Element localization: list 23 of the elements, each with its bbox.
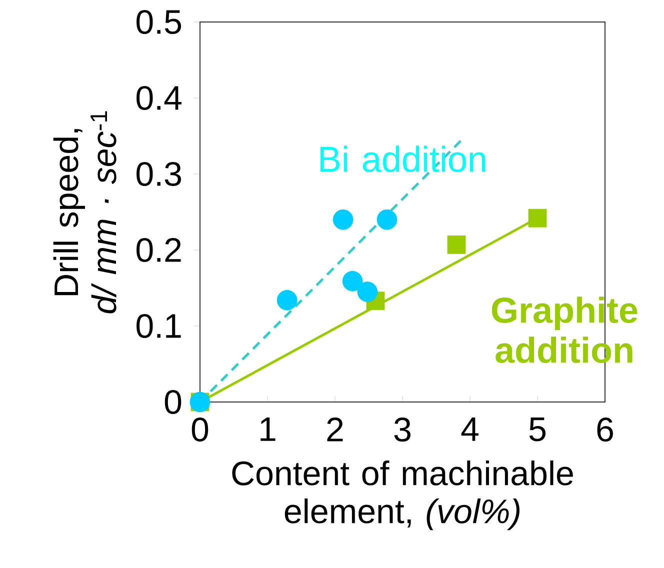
- point: [342, 270, 363, 292]
- x-tick-label: 1: [260, 418, 276, 441]
- x-tick-label: 4: [461, 418, 478, 441]
- x-tick-label: 6: [597, 418, 613, 442]
- y-tick-label: 0.2: [136, 238, 181, 262]
- annotation: Bi addition: [320, 146, 486, 172]
- point: [447, 235, 466, 254]
- point: [357, 282, 378, 302]
- y-axis-title: Drill speed, d/ mm · sec$^{-1}$: [53, 111, 116, 314]
- point: [332, 209, 354, 230]
- y-tick-label: 0.4: [136, 86, 182, 110]
- x-tick-label: 3: [394, 418, 410, 442]
- y-tick-label: 0.1: [136, 314, 181, 338]
- x-tick-label: 5: [529, 418, 546, 442]
- x-axis-title: Content of machinable element, (vol%): [232, 460, 573, 530]
- y-tick-label: 0.3: [136, 162, 181, 186]
- y-tick-label: 0.5: [136, 10, 182, 34]
- x-tick-label: 0: [192, 418, 208, 442]
- point: [376, 209, 398, 230]
- x-tick-label: 2: [327, 418, 343, 442]
- point: [276, 290, 298, 310]
- point: [528, 208, 547, 228]
- y-tick-label: 0: [164, 390, 182, 414]
